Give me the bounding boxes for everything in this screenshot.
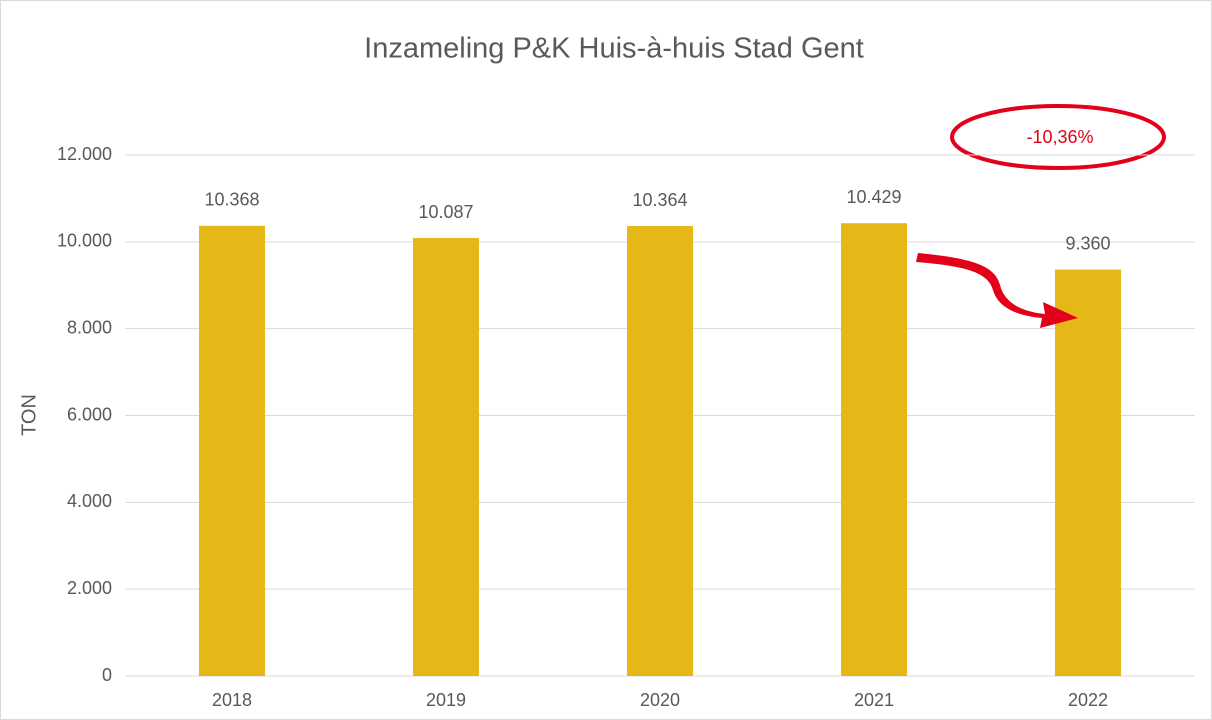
data-label: 10.429 xyxy=(846,187,901,207)
bar xyxy=(841,223,907,676)
x-tick-label: 2020 xyxy=(640,690,680,710)
trend-arrow xyxy=(916,253,1078,328)
bar xyxy=(413,238,479,676)
annotation: -10,36% xyxy=(1026,127,1093,147)
data-label: 10.087 xyxy=(418,202,473,222)
data-label: 10.368 xyxy=(204,190,259,210)
y-tick-label: 12.000 xyxy=(57,144,112,164)
y-tick-label: 8.000 xyxy=(67,317,112,337)
y-tick-label: 10.000 xyxy=(57,231,112,251)
annotation-ellipse xyxy=(950,104,1166,170)
y-axis-label: TON xyxy=(18,394,40,436)
y-tick-label: 4.000 xyxy=(67,491,112,511)
x-tick-label: 2019 xyxy=(426,690,466,710)
x-tick-label: 2021 xyxy=(854,690,894,710)
x-tick-label: 2018 xyxy=(212,690,252,710)
data-label: 9.360 xyxy=(1065,233,1110,253)
y-tick-label: 6.000 xyxy=(67,404,112,424)
x-tick-label: 2022 xyxy=(1068,690,1108,710)
chart-title: Inzameling P&K Huis-à-huis Stad Gent xyxy=(364,33,864,65)
data-label: 10.364 xyxy=(632,190,687,210)
bar xyxy=(199,225,265,676)
bar xyxy=(627,226,693,676)
bar xyxy=(1055,269,1121,676)
y-tick-label: 2.000 xyxy=(67,578,112,598)
y-tick-label: 0 xyxy=(102,665,112,685)
